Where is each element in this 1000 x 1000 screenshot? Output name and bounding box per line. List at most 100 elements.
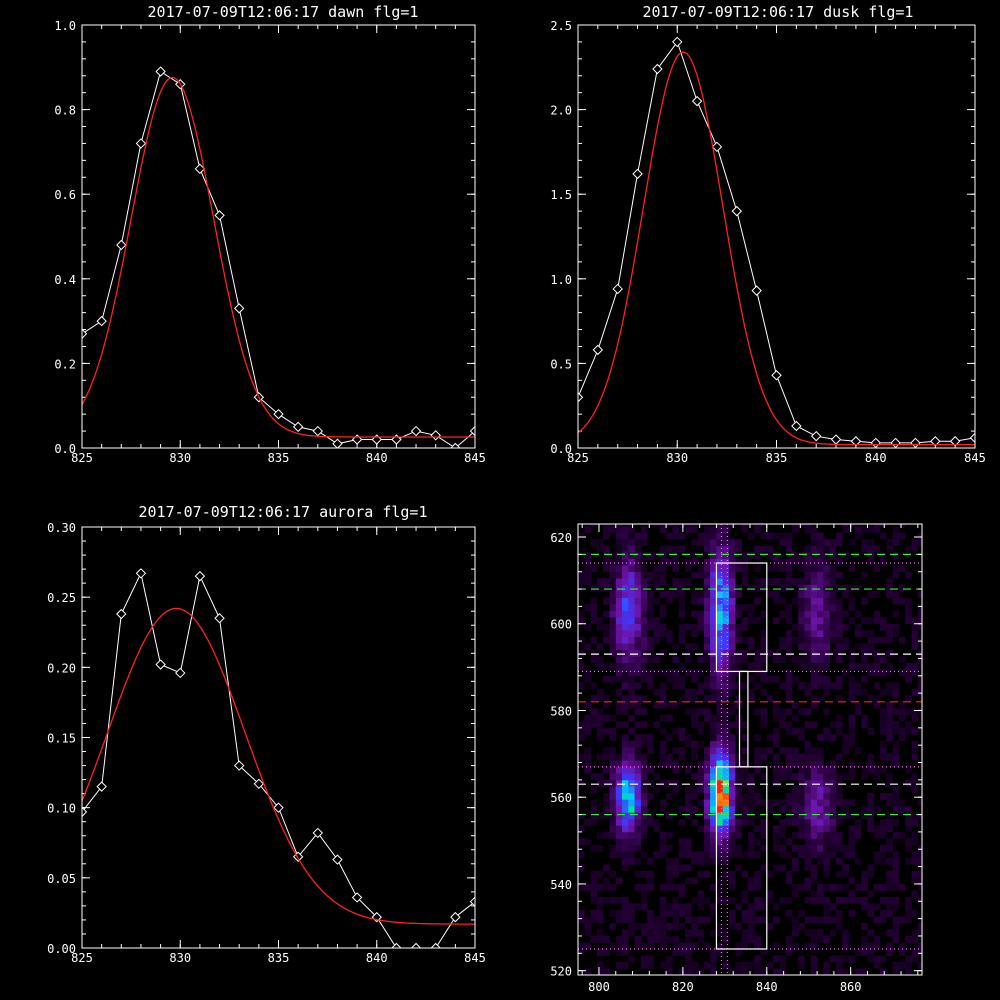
heatmap-cell	[622, 773, 629, 781]
heatmap-cell	[754, 662, 761, 670]
heatmap-cell	[810, 844, 818, 852]
heatmap-cell	[584, 929, 591, 937]
heatmap-cell	[911, 747, 919, 755]
heatmap-cell	[747, 818, 755, 826]
heatmap-cell	[873, 773, 881, 781]
heatmap-cell	[647, 636, 654, 644]
heatmap-cell	[672, 779, 679, 787]
heatmap-cell	[747, 883, 755, 891]
heatmap-cell	[817, 591, 824, 598]
heatmap-cell	[596, 695, 604, 703]
heatmap-cell	[691, 688, 698, 696]
heatmap-cell	[917, 896, 922, 904]
heatmap-cell	[596, 870, 604, 878]
heatmap-cell	[810, 675, 818, 683]
heatmap-cell	[785, 773, 793, 781]
heatmap-cell	[848, 734, 856, 742]
heatmap-cell	[810, 942, 818, 950]
heatmap-cell	[810, 896, 818, 904]
heatmap-cell	[628, 825, 635, 833]
heatmap-cell	[779, 766, 786, 774]
heatmap-cell	[779, 636, 786, 644]
heatmap-cell	[810, 669, 818, 677]
heatmap-cell	[678, 662, 686, 670]
heatmap-cell	[754, 552, 761, 559]
heatmap-cell	[634, 773, 642, 781]
heatmap-cell	[710, 734, 717, 742]
heatmap-cell	[898, 584, 906, 592]
heatmap-cell	[590, 636, 598, 644]
heatmap-cell	[678, 727, 686, 735]
heatmap-cell	[666, 524, 673, 527]
heatmap-cell	[584, 968, 591, 975]
heatmap-cell	[729, 604, 736, 611]
heatmap-cell	[628, 857, 635, 865]
heatmap-cell	[773, 714, 780, 722]
heatmap-cell	[697, 656, 705, 664]
heatmap-cell	[590, 524, 598, 527]
heatmap-cell	[886, 883, 893, 891]
heatmap-cell	[911, 753, 919, 761]
heatmap-cell	[741, 617, 749, 624]
heatmap-cell	[697, 669, 705, 677]
heatmap-cell	[810, 610, 818, 618]
heatmap-cell	[842, 812, 849, 820]
heatmap-cell	[747, 936, 755, 943]
heatmap-cell	[678, 753, 686, 761]
heatmap-cell	[596, 623, 604, 631]
heatmap-cell	[861, 773, 868, 781]
heatmap-cell	[722, 558, 730, 566]
heatmap-cell	[798, 727, 805, 735]
heatmap-cell	[754, 760, 761, 768]
heatmap-cell	[628, 786, 635, 794]
heatmap-cell	[603, 831, 610, 839]
heatmap-cell	[741, 870, 749, 878]
heatmap-cell	[640, 708, 648, 716]
heatmap-cell	[647, 877, 654, 885]
heatmap-cell	[609, 597, 617, 605]
heatmap-cell	[754, 936, 761, 943]
heatmap-cell	[792, 623, 799, 631]
heatmap-cell	[817, 578, 824, 585]
heatmap-cell	[911, 838, 919, 846]
heatmap-cell	[685, 695, 692, 703]
heatmap-cell	[817, 604, 824, 611]
heatmap-cell	[722, 818, 730, 826]
heatmap-cell	[880, 883, 887, 891]
heatmap-cell	[905, 844, 912, 852]
heatmap-cell	[710, 799, 717, 807]
heatmap-cell	[578, 578, 585, 585]
heatmap-cell	[634, 649, 642, 657]
heatmap-cell	[622, 656, 629, 664]
heatmap-cell	[685, 669, 692, 677]
heatmap-cell	[817, 597, 824, 605]
heatmap-cell	[766, 565, 774, 572]
heatmap-cell	[760, 753, 768, 761]
heatmap-cell	[628, 669, 635, 677]
heatmap-cell	[678, 949, 686, 956]
heatmap-cell	[672, 682, 679, 690]
heatmap-cell	[584, 604, 591, 611]
heatmap-cell	[886, 896, 893, 904]
heatmap-cell	[836, 571, 843, 579]
heatmap-cell	[917, 877, 922, 885]
heatmap-cell	[659, 701, 667, 709]
heatmap-cell	[678, 864, 686, 872]
heatmap-cell	[703, 571, 711, 579]
heatmap-cell	[653, 623, 661, 631]
heatmap-cell	[640, 760, 648, 768]
heatmap-cell	[848, 682, 856, 690]
heatmap-cell	[854, 532, 862, 540]
y-tick-label: 1.0	[54, 19, 76, 33]
heatmap-cell	[880, 552, 887, 559]
heatmap-cell	[848, 604, 856, 611]
heatmap-cell	[798, 766, 805, 774]
heatmap-cell	[886, 701, 893, 709]
heatmap-cell	[710, 838, 717, 846]
heatmap-cell	[810, 526, 818, 533]
heatmap-cell	[892, 831, 900, 839]
heatmap-cell	[716, 578, 723, 585]
heatmap-cell	[785, 805, 793, 813]
x-tick-label: 860	[840, 980, 862, 994]
heatmap-cell	[659, 903, 667, 911]
